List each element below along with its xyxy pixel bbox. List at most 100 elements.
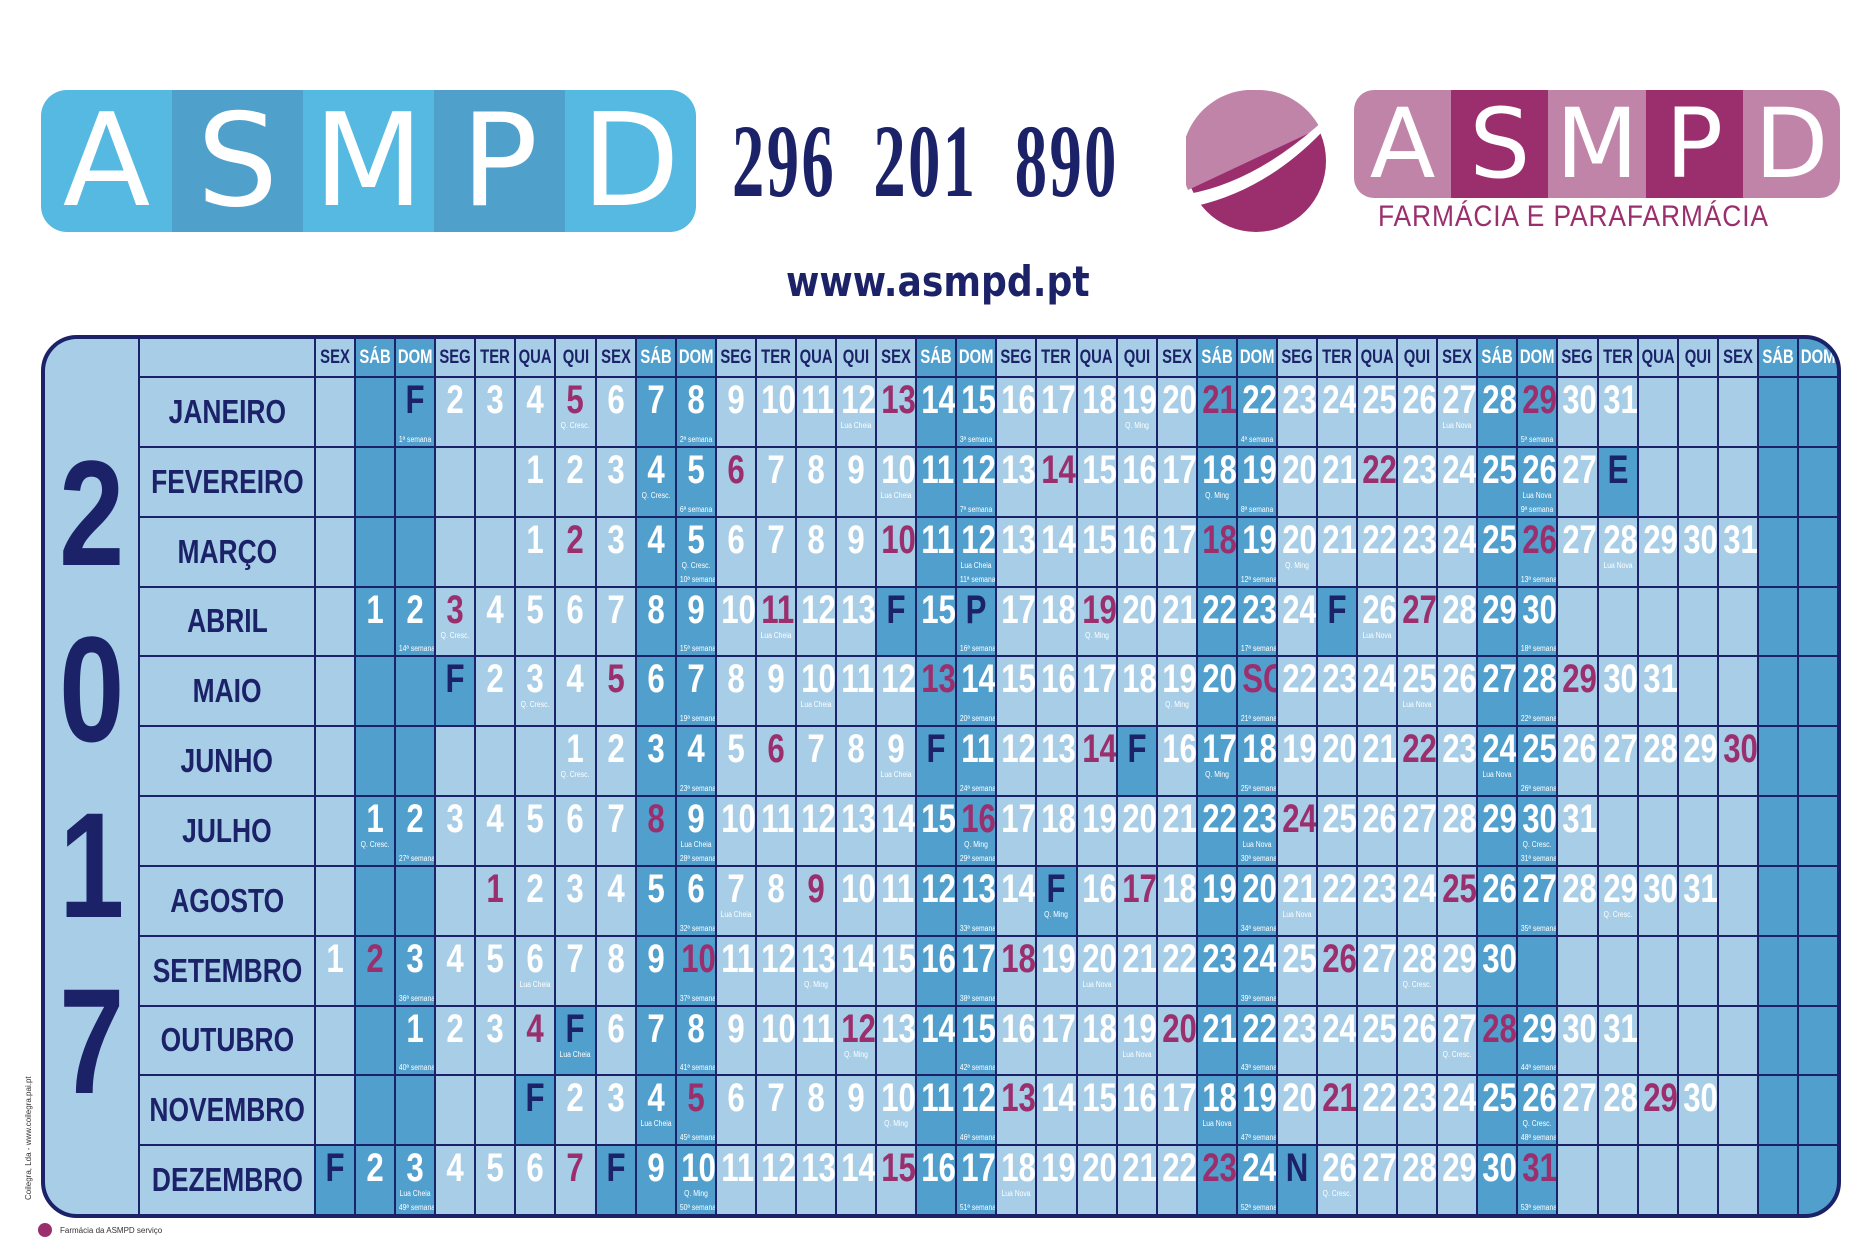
day-cell[interactable]: 5 45ª semana xyxy=(676,1076,715,1145)
day-cell[interactable]: 24 xyxy=(1277,797,1316,865)
day-cell[interactable]: 13 33ª semana xyxy=(957,866,996,935)
day-cell[interactable]: 22 xyxy=(1157,936,1196,1005)
day-cell[interactable]: 6 xyxy=(756,727,795,795)
day-cell[interactable]: 18 Lua Nova xyxy=(1197,1076,1236,1145)
day-cell[interactable]: 17 xyxy=(1157,1076,1196,1145)
day-cell[interactable]: 17 xyxy=(1157,447,1196,516)
day-cell[interactable]: 6 xyxy=(516,1146,555,1214)
day-cell[interactable]: 2 xyxy=(556,517,595,586)
day-cell[interactable]: 2 xyxy=(436,378,475,446)
day-cell[interactable]: 13 xyxy=(997,447,1036,516)
day-cell[interactable]: 2 xyxy=(356,936,395,1005)
day-cell[interactable]: 23 xyxy=(1197,1146,1236,1214)
day-cell[interactable]: 24 xyxy=(1438,1076,1477,1145)
day-cell[interactable]: 19 Q. Ming xyxy=(1157,657,1196,726)
day-cell[interactable]: 7 xyxy=(596,587,635,656)
day-cell[interactable]: 12 Q. Ming xyxy=(837,1006,876,1075)
day-cell[interactable]: 10 Q. Ming xyxy=(877,1076,916,1145)
day-cell[interactable]: 22 4ª semana xyxy=(1237,378,1276,446)
day-cell[interactable]: F xyxy=(516,1076,555,1145)
day-cell[interactable]: 25 Lua Nova xyxy=(1398,657,1437,726)
day-cell[interactable]: 9 xyxy=(796,866,836,935)
day-cell[interactable]: 4 xyxy=(476,797,515,865)
day-cell[interactable]: 20 xyxy=(1317,727,1357,795)
day-cell[interactable]: 21 xyxy=(1197,1006,1236,1075)
day-cell[interactable]: 26 xyxy=(1558,727,1597,795)
day-cell[interactable]: 10 xyxy=(756,1006,795,1075)
day-cell[interactable]: 13 xyxy=(997,1076,1036,1145)
day-cell[interactable]: 9 xyxy=(636,1146,675,1214)
day-cell[interactable]: 28 xyxy=(1638,727,1677,795)
day-cell[interactable]: F xyxy=(877,587,916,656)
day-cell[interactable]: 3 Q. Cresc. xyxy=(516,657,555,726)
day-cell[interactable]: 6 xyxy=(716,517,755,586)
day-cell[interactable]: 26 xyxy=(1358,797,1397,865)
day-cell[interactable]: 3 xyxy=(596,517,635,586)
day-cell[interactable]: 6 xyxy=(596,1006,635,1075)
day-cell[interactable]: 6 xyxy=(636,657,675,726)
day-cell[interactable]: 11 xyxy=(796,378,836,446)
day-cell[interactable]: 31 xyxy=(1598,378,1637,446)
day-cell[interactable]: 1 xyxy=(476,866,515,935)
day-cell[interactable]: 9 xyxy=(716,1006,755,1075)
day-cell[interactable]: 24 52ª semana xyxy=(1237,1146,1276,1214)
day-cell[interactable]: F Q. Ming xyxy=(1037,866,1076,935)
day-cell[interactable]: 7 xyxy=(596,797,635,865)
day-cell[interactable]: 23 xyxy=(1197,936,1236,1005)
day-cell[interactable]: 12 Lua Cheia xyxy=(837,378,876,446)
day-cell[interactable]: 24 xyxy=(1398,866,1437,935)
day-cell[interactable]: 16 xyxy=(997,1006,1036,1075)
day-cell[interactable]: 11 xyxy=(877,866,916,935)
day-cell[interactable]: 5 xyxy=(476,936,515,1005)
day-cell[interactable]: 10 xyxy=(716,797,755,865)
day-cell[interactable]: 3 xyxy=(476,378,515,446)
day-cell[interactable]: 27 xyxy=(1558,1076,1597,1145)
day-cell[interactable]: 11 xyxy=(756,797,795,865)
day-cell[interactable]: 9 15ª semana xyxy=(676,587,715,656)
day-cell[interactable]: 2 xyxy=(556,447,595,516)
day-cell[interactable]: F xyxy=(316,1146,355,1214)
day-cell[interactable]: 20 xyxy=(1077,1146,1116,1214)
day-cell[interactable]: 2 27ª semana xyxy=(396,797,435,865)
day-cell[interactable]: 19 xyxy=(1197,866,1236,935)
day-cell[interactable]: 19 xyxy=(1037,1146,1076,1214)
day-cell[interactable]: 15 xyxy=(877,1146,916,1214)
day-cell[interactable]: 10 Lua Cheia xyxy=(796,657,836,726)
day-cell[interactable]: 3 Q. Cresc. xyxy=(436,587,475,656)
day-cell[interactable]: 27 35ª semana xyxy=(1518,866,1557,935)
day-cell[interactable]: 12 xyxy=(796,587,836,656)
day-cell[interactable]: 30 xyxy=(1678,517,1717,586)
day-cell[interactable]: 16 xyxy=(1157,727,1196,795)
day-cell[interactable]: P 16ª semana xyxy=(957,587,996,656)
day-cell[interactable]: 28 xyxy=(1558,866,1597,935)
day-cell[interactable]: 13 xyxy=(1037,727,1076,795)
day-cell[interactable]: 9 xyxy=(837,1076,876,1145)
day-cell[interactable]: 26 xyxy=(1398,378,1437,446)
day-cell[interactable]: 20 xyxy=(1157,1006,1196,1075)
day-cell[interactable]: 22 xyxy=(1197,797,1236,865)
day-cell[interactable]: 21 xyxy=(1197,378,1236,446)
day-cell[interactable]: 9 xyxy=(837,517,876,586)
day-cell[interactable]: 16 xyxy=(1117,447,1156,516)
day-cell[interactable]: E xyxy=(1598,447,1637,516)
day-cell[interactable]: 6 xyxy=(556,587,595,656)
day-cell[interactable]: 20 xyxy=(1157,378,1196,446)
day-cell[interactable]: 16 xyxy=(1077,866,1116,935)
day-cell[interactable]: 1 xyxy=(316,936,355,1005)
day-cell[interactable]: 24 39ª semana xyxy=(1237,936,1276,1005)
day-cell[interactable]: 28 22ª semana xyxy=(1518,657,1557,726)
day-cell[interactable]: 26 Lua Nova xyxy=(1358,587,1397,656)
day-cell[interactable]: 16 xyxy=(917,936,956,1005)
day-cell[interactable]: 22 xyxy=(1157,1146,1196,1214)
day-cell[interactable]: 5 xyxy=(516,587,555,656)
day-cell[interactable]: 23 17ª semana xyxy=(1237,587,1276,656)
day-cell[interactable]: 30 xyxy=(1478,1146,1517,1214)
day-cell[interactable]: 8 xyxy=(596,936,635,1005)
day-cell[interactable]: 7 xyxy=(556,1146,595,1214)
day-cell[interactable]: 31 xyxy=(1678,866,1717,935)
day-cell[interactable]: 16 xyxy=(1037,657,1076,726)
day-cell[interactable]: 7 xyxy=(636,378,675,446)
day-cell[interactable]: 29 5ª semana xyxy=(1518,378,1557,446)
day-cell[interactable]: 30 xyxy=(1598,657,1637,726)
day-cell[interactable]: 28 xyxy=(1478,378,1517,446)
